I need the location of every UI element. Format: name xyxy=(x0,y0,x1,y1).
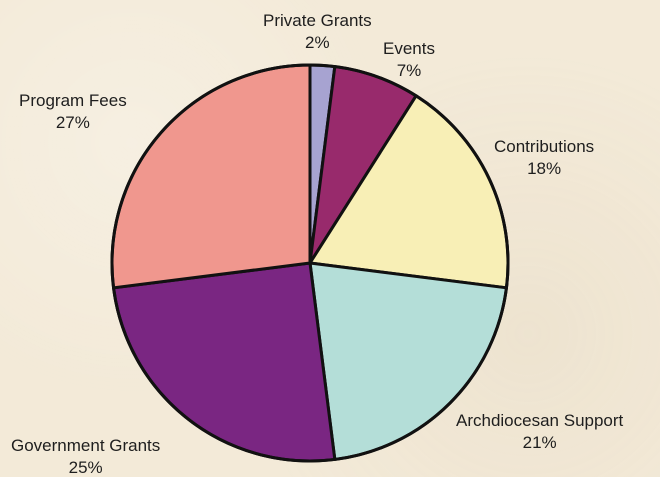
label-events-percent: 7% xyxy=(396,61,422,80)
label-private-grants: Private Grants 2% xyxy=(263,10,372,54)
label-program-fees-name: Program Fees xyxy=(19,91,127,110)
label-program-fees: Program Fees 27% xyxy=(19,90,127,134)
label-government-grants-name: Government Grants xyxy=(11,436,161,455)
label-contributions-percent: 18% xyxy=(527,159,562,178)
pie-outline xyxy=(110,63,510,463)
pie-slice-government-grants xyxy=(112,261,337,463)
label-program-fees-percent: 27% xyxy=(55,113,90,132)
label-archdiocesan-support-name: Archdiocesan Support xyxy=(456,411,624,430)
label-archdiocesan-support-percent: 21% xyxy=(522,433,557,452)
label-government-grants: Government Grants 25% xyxy=(11,435,160,477)
label-government-grants-percent: 25% xyxy=(68,458,103,477)
label-archdiocesan-support: Archdiocesan Support 21% xyxy=(456,410,623,454)
label-events: Events 7% xyxy=(383,38,435,82)
label-private-grants-name: Private Grants xyxy=(263,11,372,30)
label-contributions: Contributions 18% xyxy=(494,136,594,180)
label-events-name: Events xyxy=(383,39,435,58)
pie-slice-program-fees xyxy=(110,63,312,290)
label-contributions-name: Contributions xyxy=(494,137,595,156)
label-private-grants-percent: 2% xyxy=(305,33,330,52)
